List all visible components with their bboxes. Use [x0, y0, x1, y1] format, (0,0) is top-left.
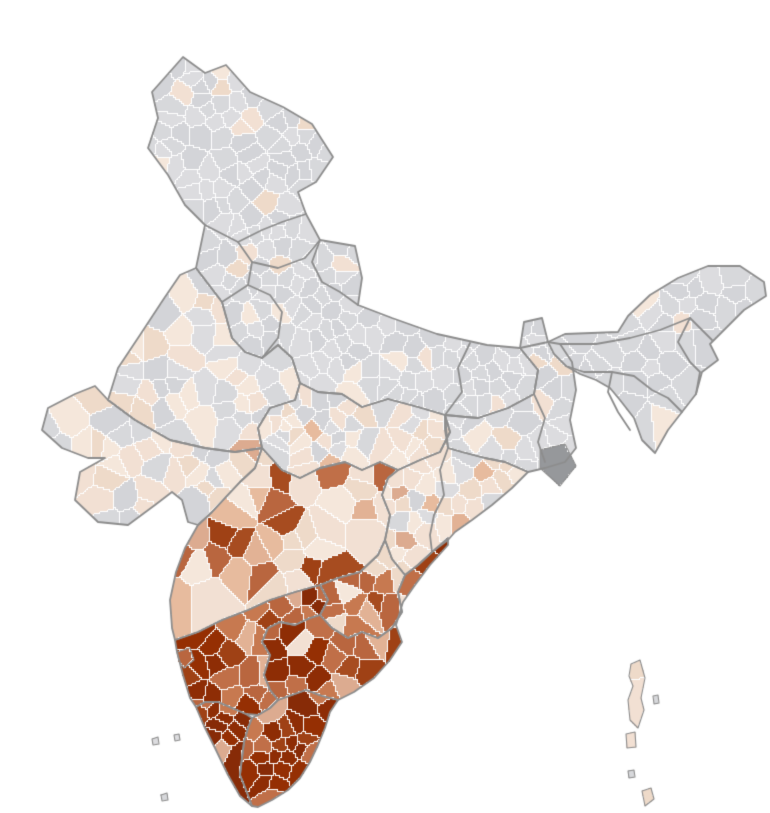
india-district-density-choropleth[interactable]: [0, 0, 770, 813]
viswakarma-density-map-page: DNA H (Tamil) Viswakarma density interac…: [0, 0, 770, 813]
